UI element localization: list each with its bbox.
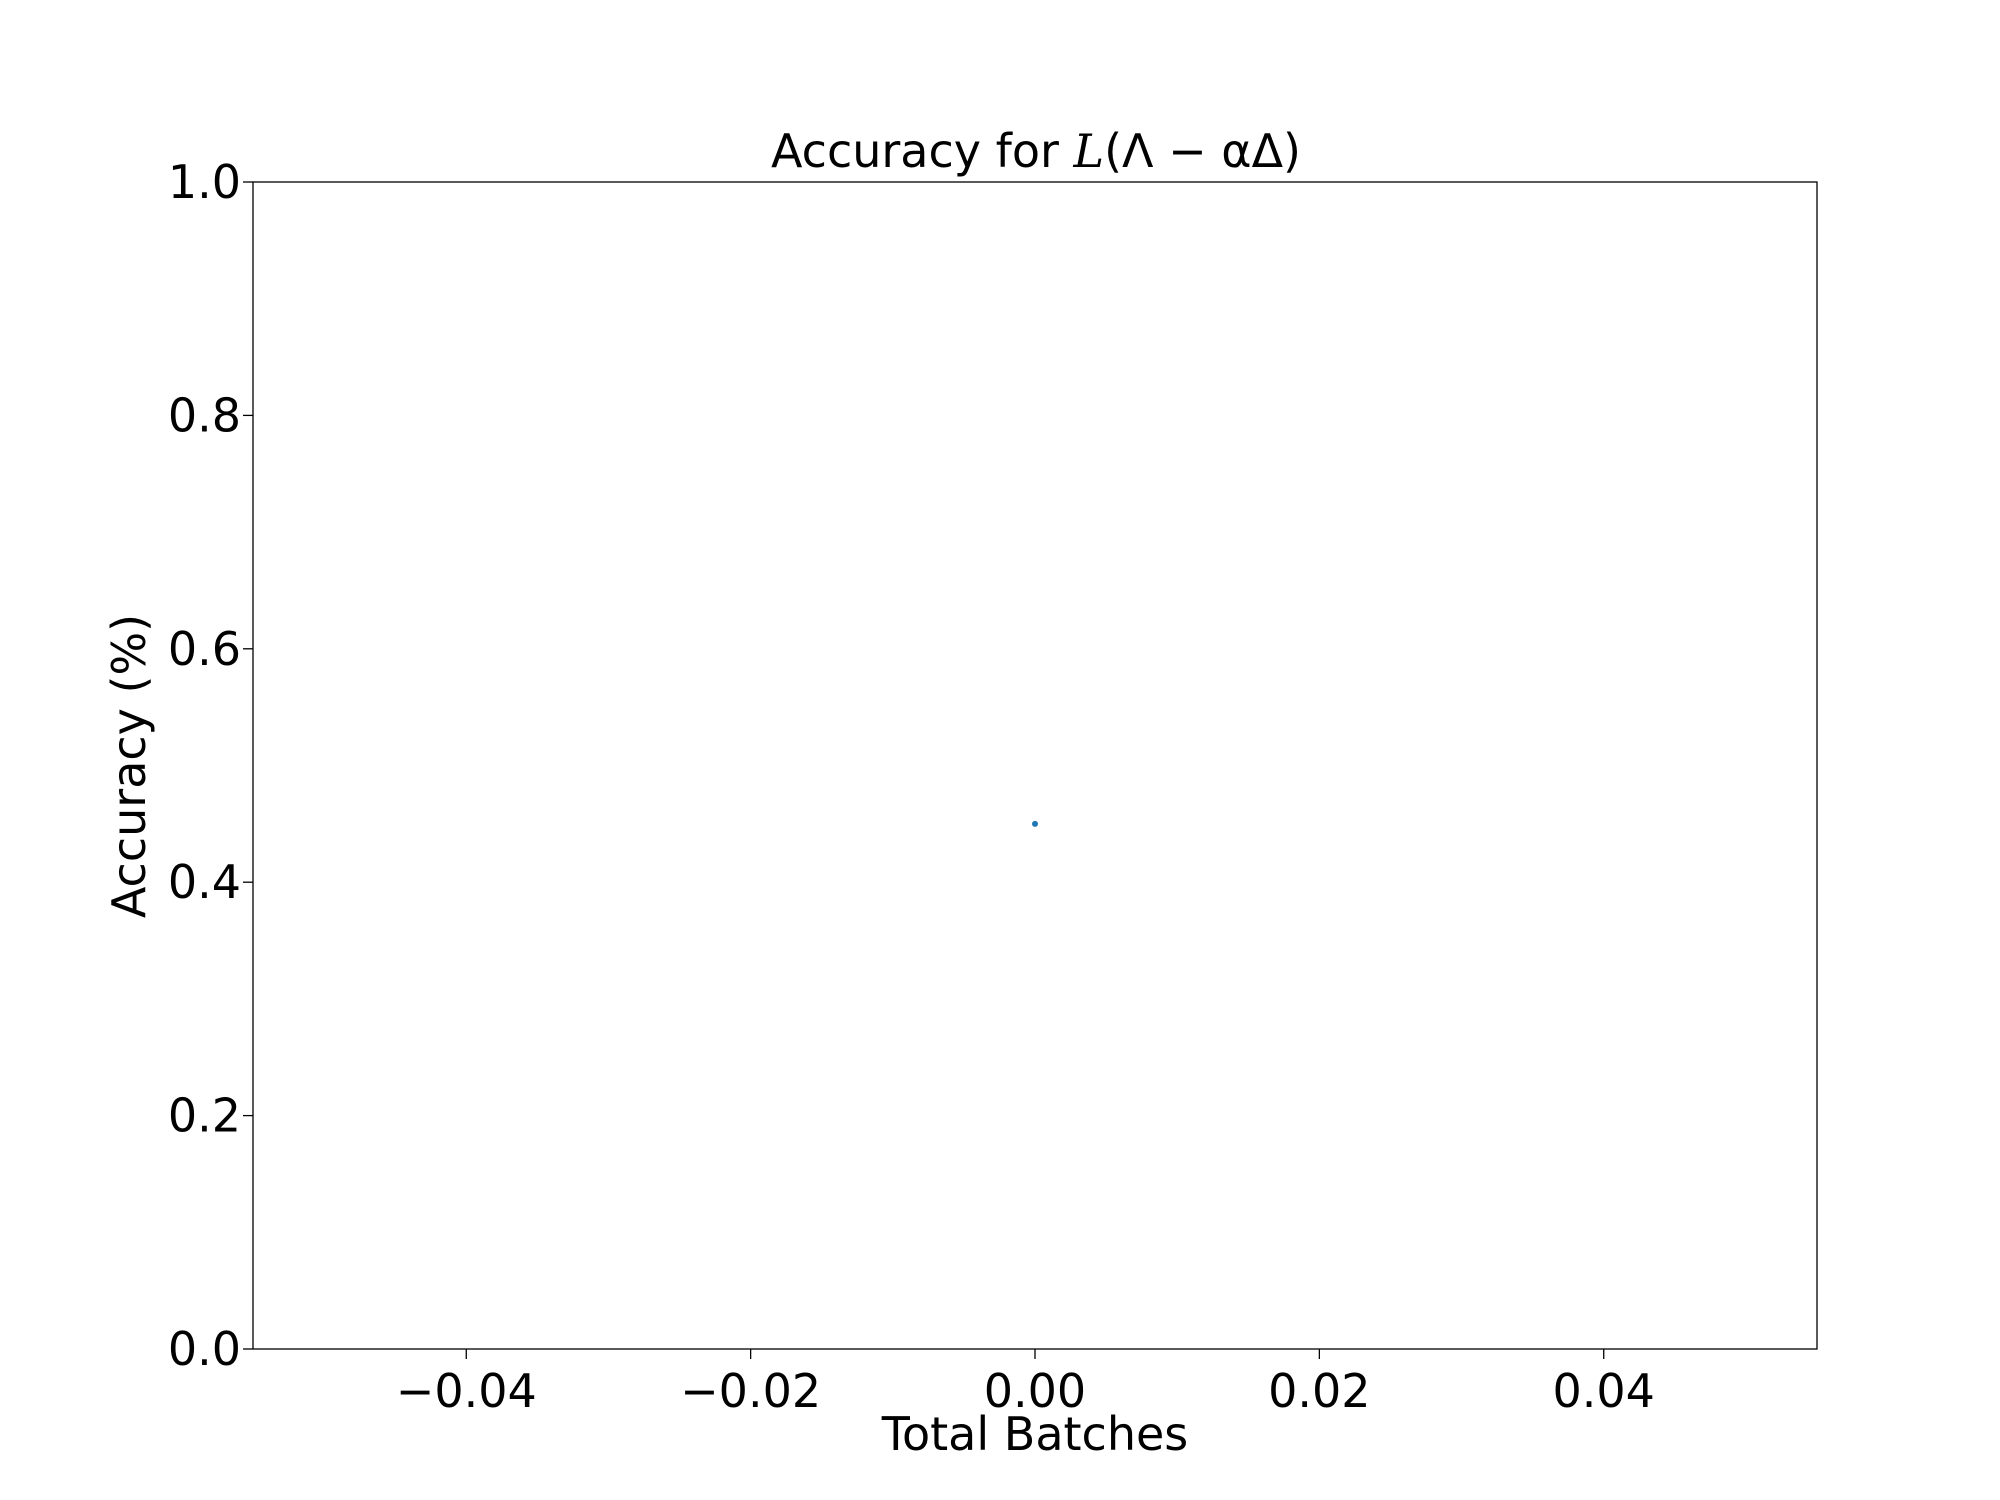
x-axis-label: Total Batches (881, 1407, 1189, 1461)
y-tick-label: 0.6 (168, 622, 241, 676)
chart-title-prefix: Accuracy for (771, 124, 1074, 178)
chart-title: Accuracy for L(Λ − αΔ) (771, 124, 1301, 178)
x-tick-label: 0.02 (1268, 1364, 1370, 1418)
x-tick-label: 0.04 (1553, 1364, 1655, 1418)
svg-text:Accuracy for L(Λ − αΔ): Accuracy for L(Λ − αΔ) (771, 124, 1301, 178)
x-tick-label: 0.00 (984, 1364, 1086, 1418)
chart-title-math: L (1073, 124, 1105, 178)
y-tick-label: 0.8 (168, 388, 241, 442)
data-points (1032, 820, 1038, 827)
x-tick-label: −0.02 (680, 1364, 821, 1418)
y-tick-label: 0.2 (168, 1089, 241, 1143)
y-tick-label: 0.0 (168, 1322, 241, 1376)
y-tick-label: 1.0 (168, 155, 241, 209)
x-tick-label: −0.04 (396, 1364, 537, 1418)
plot-area (252, 181, 1818, 1350)
x-axis: −0.04 −0.02 0.00 0.02 0.04 (396, 1349, 1655, 1418)
y-axis: 0.0 0.2 0.4 0.6 0.8 1.0 (168, 155, 253, 1376)
y-tick-label: 0.4 (168, 855, 241, 909)
y-axis-label: Accuracy (%) (102, 614, 156, 918)
data-point (1032, 820, 1038, 827)
chart-title-math-rest: (Λ − αΔ) (1104, 124, 1301, 178)
